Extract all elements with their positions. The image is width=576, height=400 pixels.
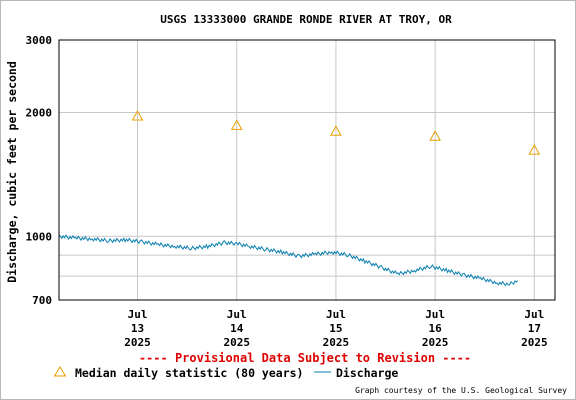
- x-tick-label: 16: [429, 322, 443, 335]
- y-tick-label: 3000: [26, 34, 53, 47]
- x-tick-label: 2025: [422, 336, 449, 349]
- x-tick-label: Jul: [128, 308, 148, 321]
- discharge-series-line: [58, 234, 519, 287]
- x-axis-ticks: Jul132025Jul142025Jul152025Jul162025Jul1…: [124, 308, 547, 349]
- legend-discharge-label: Discharge: [336, 366, 398, 380]
- y-tick-label: 2000: [26, 106, 53, 119]
- x-tick-label: Jul: [425, 308, 445, 321]
- median-triangle-marker: [230, 119, 243, 130]
- legend-median-label: Median daily statistic (80 years): [75, 366, 303, 380]
- x-tick-label: Jul: [227, 308, 247, 321]
- chart-title: USGS 13333000 GRANDE RONDE RIVER AT TROY…: [160, 13, 452, 26]
- median-triangle-marker: [131, 110, 144, 121]
- y-axis-ticks: 700 1000 2000 3000: [26, 34, 53, 307]
- data-layer: [58, 110, 541, 287]
- x-tick-label: 13: [131, 322, 144, 335]
- graph-credit: Graph courtesy of the U.S. Geological Su…: [355, 386, 567, 395]
- x-tick-label: 2025: [323, 336, 350, 349]
- median-triangle-marker: [429, 130, 441, 141]
- plot-area: [59, 40, 555, 300]
- x-tick-label: Jul: [524, 308, 544, 321]
- x-tick-label: 2025: [521, 336, 548, 349]
- x-tick-label: 14: [230, 322, 244, 335]
- x-tick-label: Jul: [326, 308, 346, 321]
- x-tick-label: 17: [528, 322, 541, 335]
- x-tick-label: 2025: [124, 336, 151, 349]
- legend-triangle-icon: [53, 366, 67, 377]
- provisional-note: ---- Provisional Data Subject to Revisio…: [139, 351, 471, 365]
- x-tick-label: 2025: [223, 336, 250, 349]
- y-axis-label: Discharge, cubic feet per second: [5, 61, 19, 283]
- y-tick-label: 700: [32, 294, 52, 307]
- median-triangle-marker: [528, 144, 541, 155]
- plot-border: [58, 39, 556, 301]
- x-tick-label: 15: [329, 322, 342, 335]
- y-tick-label: 1000: [26, 230, 53, 243]
- median-triangle-marker: [330, 125, 342, 136]
